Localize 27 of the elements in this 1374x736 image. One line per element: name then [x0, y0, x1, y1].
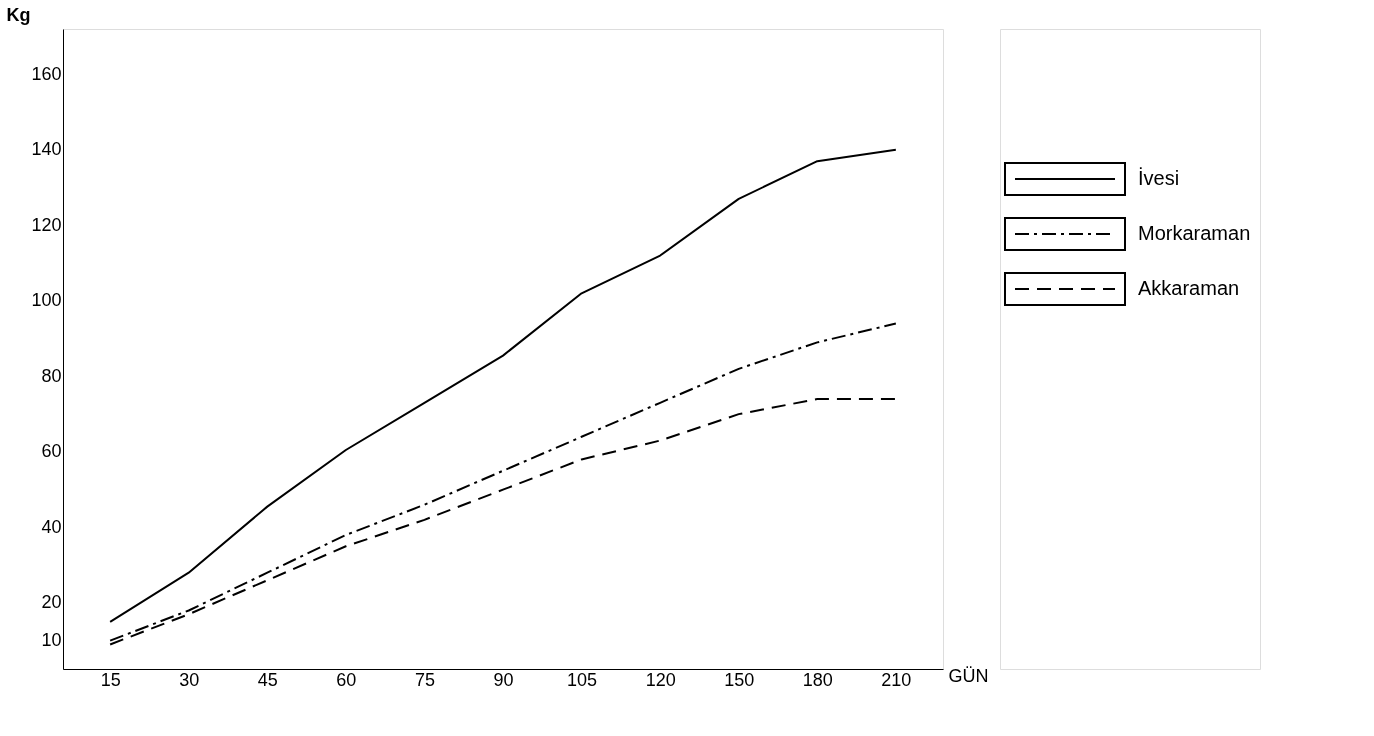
y-tick-label: 10 [41, 630, 62, 651]
x-tick-label: 150 [724, 669, 755, 690]
x-tick-label: 15 [100, 669, 121, 690]
legend-label: İvesi [1138, 167, 1180, 189]
x-axis-title: GÜN [948, 665, 989, 686]
y-tick-label: 80 [41, 365, 62, 386]
y-tick-label: 120 [31, 214, 62, 235]
legend-label: Morkaraman [1138, 222, 1251, 244]
line-series [109, 148, 897, 623]
line-series [109, 322, 897, 642]
y-tick-label: 160 [31, 63, 62, 84]
legend-label: Akkaraman [1138, 277, 1240, 299]
y-tick-label: 20 [41, 592, 62, 613]
y-axis-title: Kg [6, 4, 31, 25]
y-tick-label: 60 [41, 441, 62, 462]
x-tick-label: 120 [645, 669, 676, 690]
y-tick-label: 140 [31, 139, 62, 160]
x-tick-label: 60 [336, 669, 357, 690]
x-tick-label: 210 [881, 669, 912, 690]
x-tick-label: 105 [567, 669, 598, 690]
x-tick-label: 180 [802, 669, 833, 690]
x-tick-label: 75 [414, 669, 435, 690]
y-tick-label: 100 [31, 290, 62, 311]
x-tick-label: 45 [257, 669, 278, 690]
x-tick-label: 30 [179, 669, 200, 690]
y-tick-label: 40 [41, 516, 62, 537]
x-tick-label: 90 [493, 669, 514, 690]
